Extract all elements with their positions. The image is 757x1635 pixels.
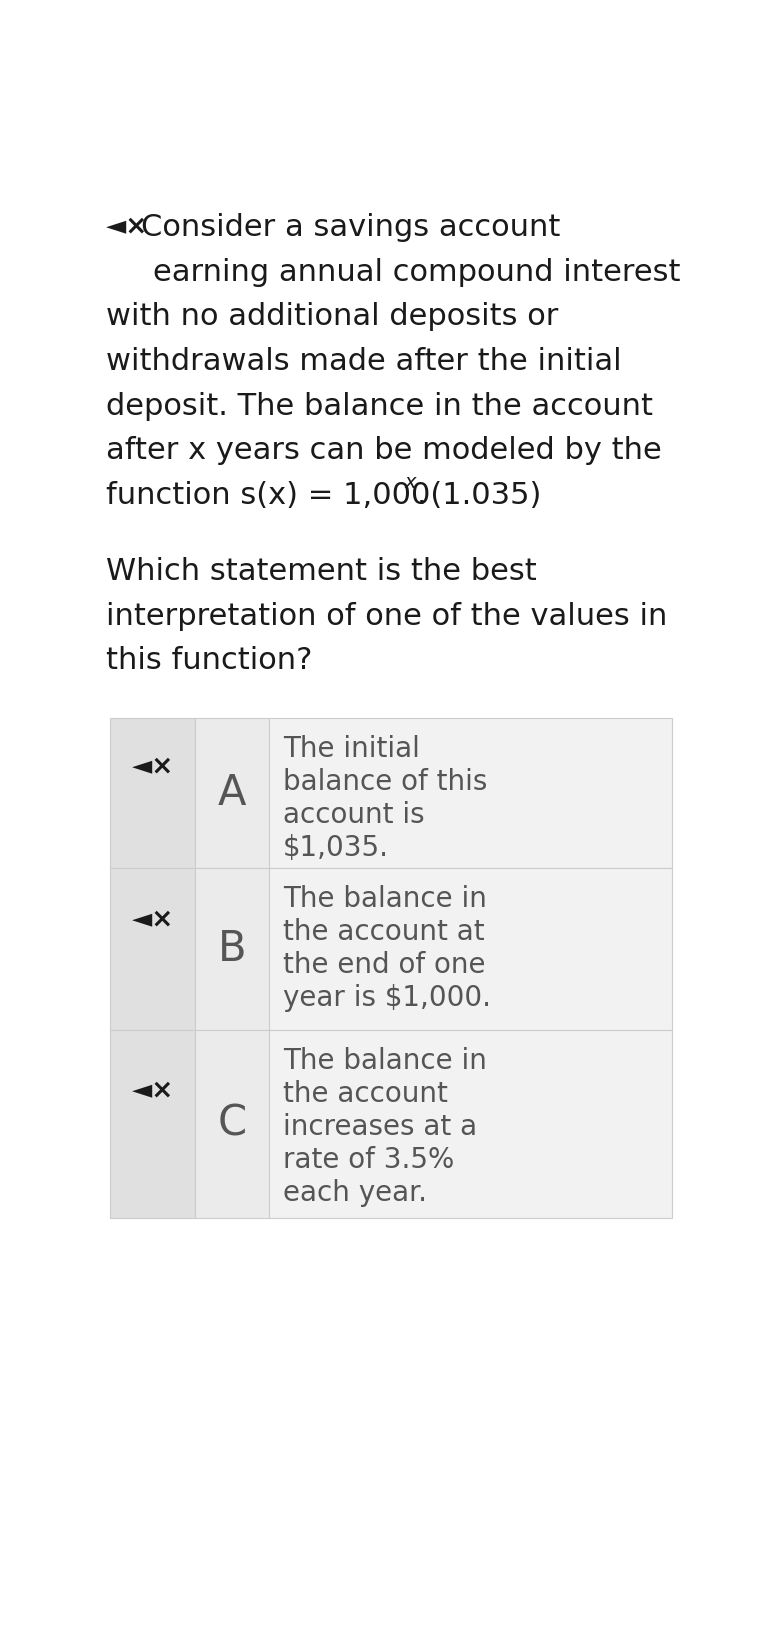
Text: The initial: The initial [283,734,420,764]
FancyBboxPatch shape [269,868,672,1030]
Text: increases at a: increases at a [283,1113,477,1141]
Text: year is $1,000.: year is $1,000. [283,984,491,1012]
FancyBboxPatch shape [269,1030,672,1218]
Text: B: B [218,927,247,970]
Text: The balance in: The balance in [283,885,487,912]
Text: interpretation of one of the values in: interpretation of one of the values in [106,602,668,631]
Text: with no additional deposits or: with no additional deposits or [106,302,559,332]
Text: withdrawals made after the initial: withdrawals made after the initial [106,347,621,376]
Text: rate of 3.5%: rate of 3.5% [283,1146,454,1174]
FancyBboxPatch shape [110,1030,195,1218]
FancyBboxPatch shape [195,718,269,868]
Text: this function?: this function? [106,646,313,675]
Text: ◄×: ◄× [132,1077,174,1104]
Text: ◄×: ◄× [132,907,174,932]
FancyBboxPatch shape [195,1030,269,1218]
Text: ◄×: ◄× [106,213,148,239]
Text: the account: the account [283,1079,448,1107]
Text: the end of one: the end of one [283,952,485,979]
Text: .: . [417,481,427,510]
Text: $1,035.: $1,035. [283,834,389,862]
Text: x: x [405,474,416,492]
Text: after x years can be modeled by the: after x years can be modeled by the [106,437,662,466]
Text: deposit. The balance in the account: deposit. The balance in the account [106,392,653,420]
Text: The balance in: The balance in [283,1046,487,1074]
FancyBboxPatch shape [269,718,672,868]
Text: balance of this: balance of this [283,768,488,796]
Text: the account at: the account at [283,917,484,947]
FancyBboxPatch shape [195,868,269,1030]
Text: Consider a savings account: Consider a savings account [141,213,560,242]
FancyBboxPatch shape [110,868,195,1030]
Text: Which statement is the best: Which statement is the best [106,558,537,585]
Text: C: C [217,1104,247,1144]
FancyBboxPatch shape [110,718,195,868]
Text: A: A [218,772,247,814]
Text: earning annual compound interest: earning annual compound interest [153,258,681,286]
Text: function s(x) = 1,000(1.035): function s(x) = 1,000(1.035) [106,481,541,510]
Text: ◄×: ◄× [132,752,174,778]
Text: account is: account is [283,801,425,829]
Text: each year.: each year. [283,1179,427,1207]
